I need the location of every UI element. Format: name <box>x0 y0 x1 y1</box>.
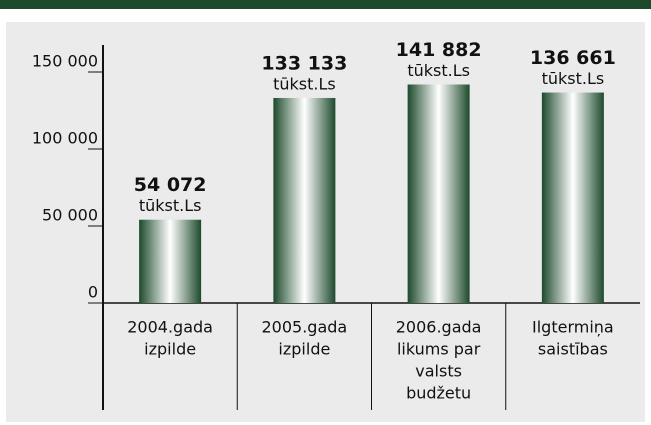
y-tick-label: 50 000 <box>42 206 98 225</box>
y-tick-label: 100 000 <box>32 129 98 148</box>
bar <box>139 219 202 303</box>
value-unit: tūkst.Ls <box>407 61 470 80</box>
bar <box>407 84 470 304</box>
value-label: 141 882 <box>396 39 482 61</box>
x-tick-label: izpilde <box>144 340 196 359</box>
x-tick-label: saistības <box>538 340 608 359</box>
x-tick-label: izpilde <box>278 340 330 359</box>
x-tick-label: budžetu <box>406 384 471 403</box>
value-label: 133 133 <box>261 52 347 74</box>
x-tick-label: 2004.gada <box>127 318 213 337</box>
bar <box>273 97 336 303</box>
x-tick-label: Ilgtermiņa <box>532 318 614 337</box>
x-tick-label: likums par <box>397 340 481 359</box>
value-unit: tūkst.Ls <box>139 196 202 215</box>
top-band <box>0 0 651 9</box>
y-tick-label: 150 000 <box>32 52 98 71</box>
bar <box>541 92 604 304</box>
x-tick-label: 2005.gada <box>262 318 348 337</box>
x-tick-label: 2006.gada <box>396 318 482 337</box>
value-unit: tūkst.Ls <box>273 74 336 93</box>
x-tick-label: valsts <box>415 362 462 381</box>
value-label: 136 661 <box>530 47 616 69</box>
y-tick-label: 0 <box>88 283 98 302</box>
value-label: 54 072 <box>134 174 207 196</box>
value-unit: tūkst.Ls <box>542 69 605 88</box>
